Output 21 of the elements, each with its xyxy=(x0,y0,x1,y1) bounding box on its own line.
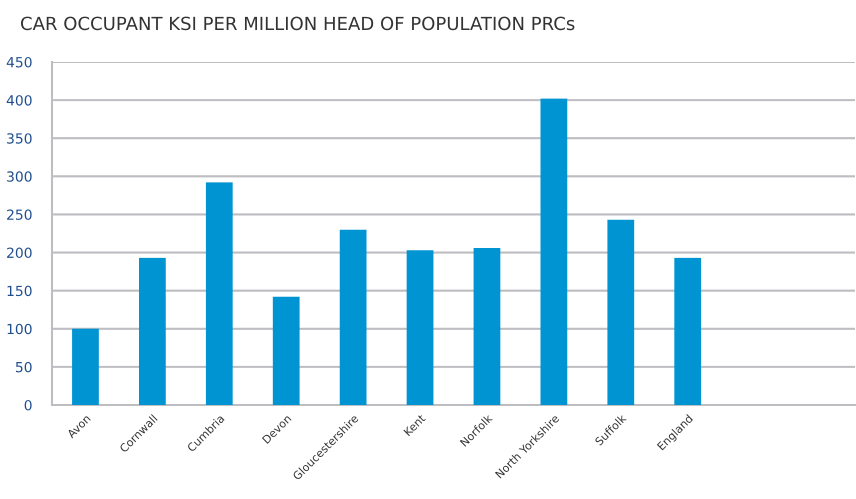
y-tick-label: 300 xyxy=(7,171,32,182)
y-tick-label: 100 xyxy=(8,324,32,334)
bar xyxy=(474,248,500,405)
bar xyxy=(607,220,634,405)
bar xyxy=(138,258,166,405)
y-tick-label: 450 xyxy=(6,56,32,68)
bar xyxy=(272,296,300,405)
y-tick-label: 50 xyxy=(16,362,32,372)
bar xyxy=(674,258,702,405)
y-tick-label: 350 xyxy=(7,133,32,144)
bar xyxy=(540,98,568,405)
y-tick-label: 0 xyxy=(24,400,32,410)
bar xyxy=(406,250,434,405)
y-tick-label: 400 xyxy=(6,95,32,106)
y-tick-label: 150 xyxy=(8,286,32,296)
bar xyxy=(340,230,367,405)
bar xyxy=(72,328,99,405)
bar xyxy=(206,182,233,405)
chart-title: CAR OCCUPANT KSI PER MILLION HEAD OF POPULATION PRCs xyxy=(21,16,574,30)
y-tick-label: 200 xyxy=(7,248,32,258)
y-tick-label: 250 xyxy=(7,209,32,220)
